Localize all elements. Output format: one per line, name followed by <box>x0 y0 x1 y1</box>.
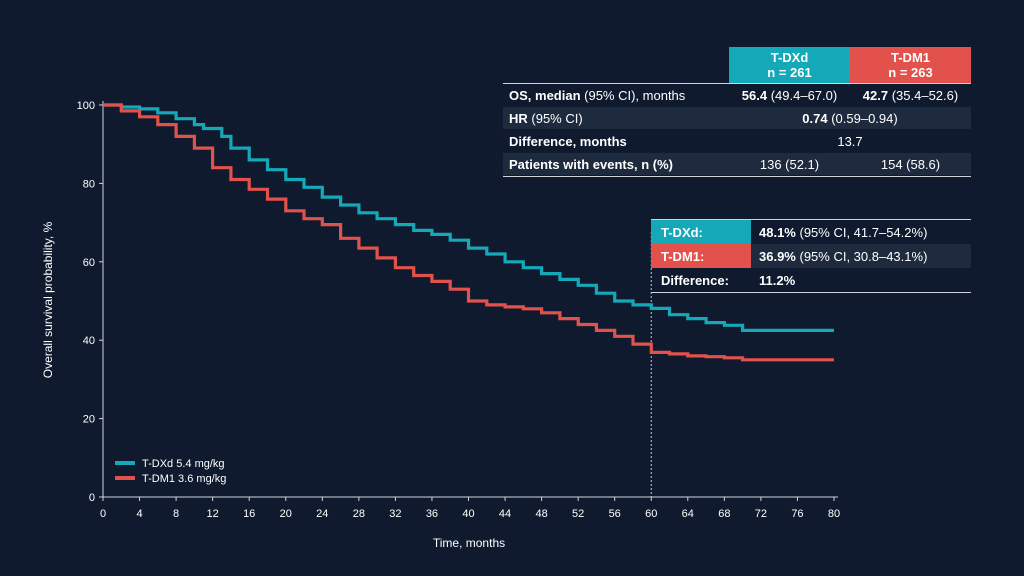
landmark-tdxd-ci: (95% CI, 41.7–54.2%) <box>795 224 928 240</box>
axes: 0 4 8 12 16 20 24 28 32 36 40 44 48 52 56 60 64 68 72 76 800… <box>77 100 840 520</box>
x-tick-label: 60 <box>645 508 657 520</box>
difference-label: Difference, months <box>509 133 627 149</box>
x-tick-label: 40 <box>462 508 474 520</box>
series-layer <box>103 103 834 362</box>
header-tdm1-name: T-DM1 <box>891 50 930 65</box>
os-median-tdm1-ci: (35.4–52.6) <box>888 87 959 103</box>
legend-label-tdxd: T-DXd 5.4 mg/kg <box>142 458 225 470</box>
os-row-events: Patients with events, n (%) 136 (52.1) 1… <box>503 153 971 176</box>
landmark-tag-tdxd: T-DXd: <box>651 220 751 244</box>
header-tdxd-n: n = 261 <box>767 65 812 80</box>
os-row-median: OS, median (95% CI), months 56.4 (49.4–6… <box>503 84 971 107</box>
x-tick-label: 16 <box>243 508 255 520</box>
x-tick-label: 4 <box>136 508 142 520</box>
header-tdm1: T-DM1 n = 263 <box>850 47 971 83</box>
y-axis-title: Overall survival probability, % <box>41 221 55 378</box>
landmark-tdxd-bold: 48.1% <box>759 224 796 240</box>
difference-value: 13.7 <box>837 133 863 149</box>
x-tick-label: 0 <box>100 508 106 520</box>
landmark-row-tdm1: T-DM1: 36.9% (95% CI, 30.8–43.1%) <box>651 244 971 268</box>
hr-label-rest: (95% CI) <box>527 110 583 126</box>
os-median-label-rest: (95% CI), months <box>580 87 686 103</box>
landmark-tag-difference: Difference: <box>661 272 729 288</box>
y-tick-label: 20 <box>83 414 95 426</box>
landmark-row-tdxd: T-DXd: 48.1% (95% CI, 41.7–54.2%) <box>651 220 971 244</box>
y-tick-label: 40 <box>83 335 95 347</box>
header-tdxd-name: T-DXd <box>770 50 809 65</box>
header-tdm1-n: n = 263 <box>888 65 933 80</box>
x-tick-label: 56 <box>609 508 621 520</box>
os-median-tdxd-ci: (49.4–67.0) <box>767 87 838 103</box>
y-tick-label: 80 <box>83 178 95 190</box>
landmark-difference-value: 11.2% <box>759 272 796 288</box>
x-axis-title: Time, months <box>433 536 505 550</box>
landmark-table: T-DXd: 48.1% (95% CI, 41.7–54.2%) T-DM1:… <box>651 219 971 293</box>
x-tick-label: 8 <box>173 508 179 520</box>
x-tick-label: 36 <box>426 508 438 520</box>
x-tick-label: 68 <box>718 508 730 520</box>
os-table-header: T-DXd n = 261 T-DM1 n = 263 <box>503 47 971 83</box>
x-tick-label: 72 <box>755 508 767 520</box>
x-tick-label: 32 <box>389 508 401 520</box>
hr-label-bold: HR <box>509 110 528 126</box>
legend: T-DXd 5.4 mg/kg T-DM1 3.6 mg/kg <box>115 458 226 485</box>
x-tick-label: 48 <box>535 508 547 520</box>
x-tick-label: 80 <box>828 508 840 520</box>
x-tick-label: 24 <box>316 508 328 520</box>
os-median-tdm1-bold: 42.7 <box>862 87 889 103</box>
x-tick-label: 52 <box>572 508 584 520</box>
landmark-tdm1-ci: (95% CI, 30.8–43.1%) <box>795 248 928 264</box>
landmark-tdm1-bold: 36.9% <box>759 248 796 264</box>
x-tick-label: 12 <box>207 508 219 520</box>
y-tick-label: 0 <box>89 492 95 504</box>
x-tick-label: 20 <box>280 508 292 520</box>
landmark-row-difference: Difference: 11.2% <box>651 268 971 292</box>
events-label: Patients with events, n (%) <box>509 156 673 172</box>
header-tdxd: T-DXd n = 261 <box>729 47 850 83</box>
hr-value-ci: (0.59–0.94) <box>827 110 898 126</box>
hr-value-bold: 0.74 <box>802 110 828 126</box>
events-tdxd: 136 (52.1) <box>759 156 820 172</box>
series-line-tdxd <box>103 103 834 332</box>
series-line-tdm1 <box>103 103 834 362</box>
landmark-tag-tdm1: T-DM1: <box>651 244 751 268</box>
y-tick-label: 60 <box>83 257 95 269</box>
os-row-difference: Difference, months 13.7 <box>503 130 971 153</box>
os-median-label-bold: OS, median <box>509 87 581 103</box>
os-median-tdxd-bold: 56.4 <box>741 87 768 103</box>
y-tick-label: 100 <box>77 100 95 112</box>
x-tick-label: 64 <box>682 508 694 520</box>
x-tick-label: 28 <box>353 508 365 520</box>
x-tick-label: 76 <box>791 508 803 520</box>
events-tdm1: 154 (58.6) <box>880 156 941 172</box>
legend-label-tdm1: T-DM1 3.6 mg/kg <box>142 473 226 485</box>
x-tick-label: 44 <box>499 508 511 520</box>
os-summary-table: T-DXd n = 261 T-DM1 n = 263 OS, median (… <box>503 47 971 177</box>
os-row-hr: HR (95% CI) 0.74 (0.59–0.94) <box>503 107 971 130</box>
